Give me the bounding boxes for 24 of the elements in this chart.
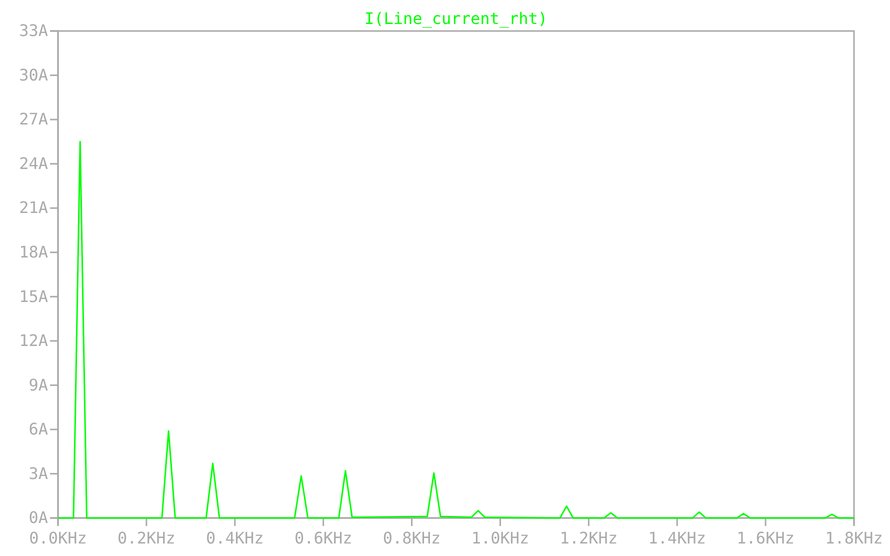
x-tick-label: 1.6KHz xyxy=(736,528,794,548)
chart-title: I(Line_current_rht) xyxy=(364,9,548,28)
y-tick-label: 30A xyxy=(19,65,48,84)
x-tick-label: 1.2KHz xyxy=(560,528,618,548)
x-tick-label: 1.0KHz xyxy=(471,528,530,548)
y-tick-label: 27A xyxy=(19,110,48,129)
y-tick-label: 12A xyxy=(19,331,48,350)
y-tick-label: 0A xyxy=(28,508,48,528)
y-tick-label: 15A xyxy=(19,286,48,306)
y-tick-label: 24A xyxy=(19,154,48,173)
y-tick-label: 21A xyxy=(19,198,48,218)
x-tick-label: 0.0KHz xyxy=(29,528,87,548)
y-tick-label: 3A xyxy=(28,464,48,483)
x-tick-label: 0.2KHz xyxy=(118,528,176,548)
y-tick-label: 6A xyxy=(28,420,48,439)
y-tick-label: 18A xyxy=(19,242,48,262)
x-tick-label: 1.4KHz xyxy=(648,528,706,548)
y-tick-label: 9A xyxy=(28,375,48,394)
line-series xyxy=(57,140,855,519)
x-tick-label: 0.4KHz xyxy=(206,528,264,548)
x-tick-label: 1.8KHz xyxy=(825,528,883,548)
y-tick-label: 33A xyxy=(19,21,48,40)
x-tick-label: 0.6KHz xyxy=(294,528,352,548)
x-tick-label: 0.8KHz xyxy=(382,528,441,548)
